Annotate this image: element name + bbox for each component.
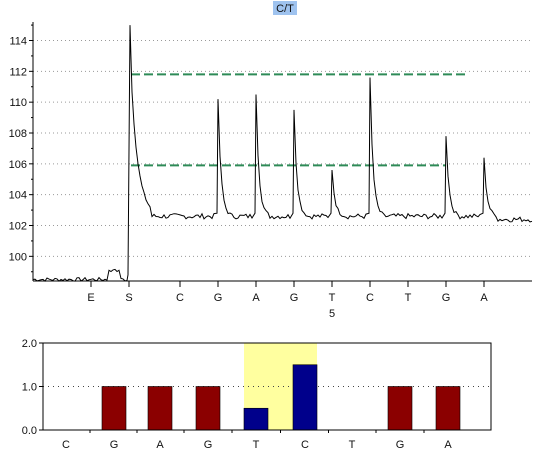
dispensation-label: C	[176, 292, 184, 304]
y-tick-label: 1.0	[22, 382, 37, 394]
y-tick-label: 0.0	[22, 425, 37, 437]
y-tick-label: 104	[9, 190, 27, 202]
y-tick-label: 108	[9, 128, 27, 140]
dispensation-label: S	[125, 292, 132, 304]
pyrogram-x-ticks: E S C G A G T C T G A 5	[87, 281, 488, 320]
pyrogram-y-ticks: 100 102 104 106 108 110 112 114	[9, 24, 33, 273]
dispensation-label: C	[301, 439, 309, 451]
histogram-bar	[243, 407, 269, 431]
histogram-chart: 0.0 1.0 2.0 C G A G T C T G A	[22, 338, 492, 451]
histogram-bar	[435, 386, 461, 431]
dispensation-label: G	[290, 292, 299, 304]
position-number: 5	[329, 308, 335, 320]
dispensation-label: A	[156, 439, 164, 451]
y-tick-label: 2.0	[22, 338, 37, 350]
y-tick-label: 112	[9, 66, 27, 78]
dispensation-label: A	[480, 292, 488, 304]
dispensation-label: G	[110, 439, 119, 451]
dispensation-label: G	[442, 292, 451, 304]
title-highlight	[273, 1, 297, 15]
histogram-bar	[147, 386, 173, 431]
dispensation-label: E	[87, 292, 94, 304]
pyrogram-gridlines	[33, 40, 532, 257]
pyrogram-axes	[32, 22, 532, 282]
dispensation-label: G	[214, 292, 223, 304]
dispensation-label: G	[204, 439, 213, 451]
y-tick-label: 114	[9, 36, 27, 48]
chart-title: C/T	[276, 3, 294, 15]
dispensation-label: C	[62, 439, 70, 451]
dispensation-label: G	[396, 439, 405, 451]
pyrogram-chart: 100 102 104 106 108 110 112 114 E S C G A G T C T G A 5	[9, 22, 533, 320]
histogram-bar	[387, 386, 413, 431]
threshold-lines	[131, 73, 468, 167]
histogram-bar	[195, 386, 221, 431]
dispensation-label: T	[405, 292, 412, 304]
dispensation-label: T	[253, 439, 260, 451]
dispensation-label: T	[329, 292, 336, 304]
histogram-y-ticks: 0.0 1.0 2.0	[22, 338, 43, 437]
dispensation-label: A	[444, 439, 452, 451]
y-tick-label: 102	[9, 221, 27, 233]
y-tick-label: 110	[9, 97, 27, 109]
y-tick-label: 106	[9, 159, 27, 171]
dispensation-label: A	[252, 292, 260, 304]
dispensation-label: C	[366, 292, 374, 304]
histogram-bar	[292, 364, 318, 431]
histogram-bars	[101, 364, 461, 431]
dispensation-label: T	[349, 439, 356, 451]
y-tick-label: 100	[9, 251, 27, 263]
histogram-bar	[101, 386, 127, 431]
pyrogram-trace	[32, 25, 533, 282]
